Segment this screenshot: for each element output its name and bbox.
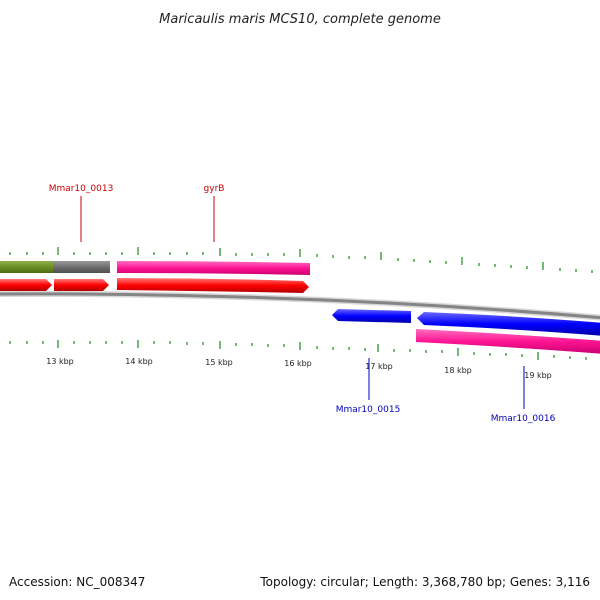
genome-backbone	[0, 290, 600, 321]
accession-text: Accession: NC_008347	[9, 575, 145, 589]
axis-label-19kbp: 19 kbp	[524, 371, 552, 380]
axis-label-18kbp: 18 kbp	[444, 366, 472, 375]
gene-label-mmar10-0013[interactable]: Mmar10_0013	[49, 184, 114, 194]
feature-bar-gray	[53, 261, 110, 273]
feature-bar-mmar10-0016	[416, 329, 600, 354]
gene-label-mmar10-0015[interactable]: Mmar10_0015	[336, 405, 401, 415]
feature-bar-gyrB	[117, 261, 310, 275]
topology-text: Topology: circular; Length: 3,368,780 bp…	[259, 575, 590, 589]
gene-arrow-gyrB	[117, 278, 309, 293]
axis-label-16kbp: 16 kbp	[284, 359, 312, 368]
upper-tick-row	[9, 247, 593, 273]
gene-arrow-mmar10-0013	[54, 279, 109, 291]
axis-label-14kbp: 14 kbp	[125, 357, 153, 366]
gene-label-gyrB[interactable]: gyrB	[204, 184, 225, 194]
axis-label-15kbp: 15 kbp	[205, 358, 233, 367]
gene-label-mmar10-0016[interactable]: Mmar10_0016	[491, 414, 556, 424]
feature-bar-olive	[0, 261, 53, 273]
axis-label-13kbp: 13 kbp	[46, 357, 74, 366]
genome-backbone-core	[0, 292, 600, 320]
gene-arrow-a	[0, 279, 52, 291]
lower-tick-row	[9, 340, 587, 360]
gene-arrow-mmar10-0015	[332, 309, 411, 323]
gene-arrow-mmar10-0016	[417, 312, 600, 336]
axis-label-17kbp: 17 kbp	[365, 362, 393, 371]
map-title: Maricaulis maris MCS10, complete genome	[159, 12, 441, 27]
